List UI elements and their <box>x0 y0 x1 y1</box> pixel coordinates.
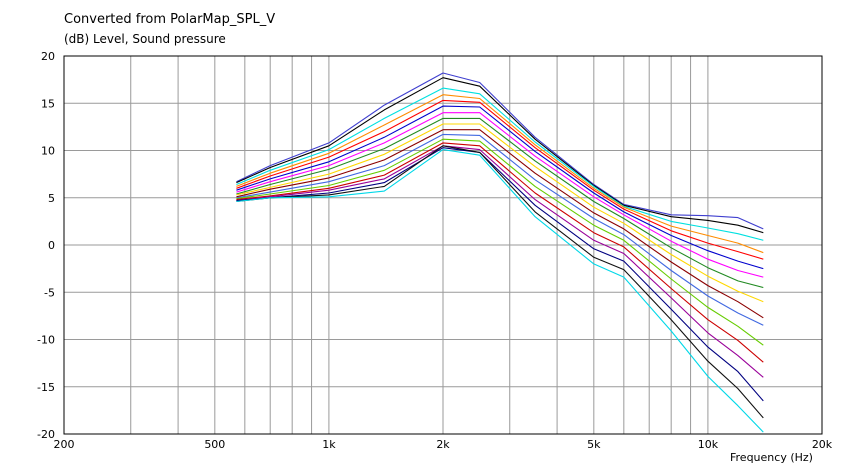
series-line <box>236 123 764 303</box>
series-line <box>236 138 764 346</box>
chart-title: Converted from PolarMap_SPL_V <box>64 12 276 27</box>
x-axis-unit-label: Frequency (Hz) <box>730 451 813 464</box>
series-line <box>236 112 764 278</box>
x-tick-label: 20k <box>812 438 833 451</box>
x-tick-label: 5k <box>587 438 601 451</box>
series-line <box>236 145 764 378</box>
y-tick-label: -5 <box>44 286 55 299</box>
y-tick-label: 10 <box>41 145 55 158</box>
series-line <box>236 142 764 363</box>
y-tick-label: 20 <box>41 50 55 63</box>
series-line <box>236 117 764 289</box>
plot-border <box>63 55 823 435</box>
series-line <box>236 133 764 326</box>
y-tick-label: -20 <box>37 428 55 441</box>
series-line <box>236 147 764 402</box>
y-tick-label: 5 <box>48 192 55 205</box>
series-line <box>236 94 764 254</box>
y-tick-label: -15 <box>37 381 55 394</box>
series-line <box>236 87 764 241</box>
series-line <box>236 145 764 419</box>
series-line <box>236 129 764 319</box>
series-line <box>236 105 764 270</box>
y-tick-label: 15 <box>41 97 55 110</box>
x-tick-label: 1k <box>322 438 336 451</box>
series-line <box>236 77 764 234</box>
y-axis-unit-label: (dB) Level, Sound pressure <box>64 32 226 46</box>
x-tick-label: 500 <box>204 438 225 451</box>
x-tick-label: 10k <box>698 438 719 451</box>
y-tick-label: 0 <box>48 239 55 252</box>
series-line <box>236 149 764 433</box>
x-tick-label: 2k <box>436 438 450 451</box>
y-tick-label: -10 <box>37 334 55 347</box>
series-line <box>236 99 764 260</box>
series-line <box>236 72 764 230</box>
x-tick-label: 200 <box>54 438 75 451</box>
